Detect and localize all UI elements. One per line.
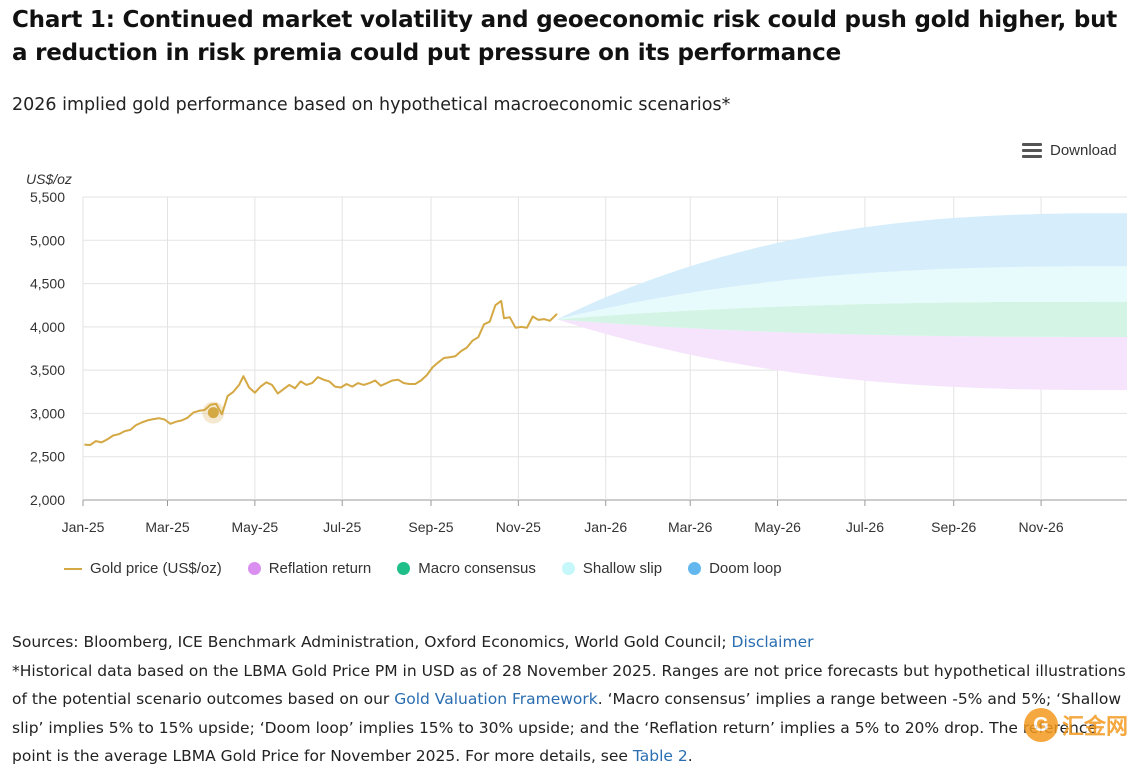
legend-label-shallow-slip: Shallow slip bbox=[582, 560, 663, 577]
legend-item-shallow-slip[interactable]: Shallow slip bbox=[561, 560, 663, 577]
y-axis: 2,000 2,500 3,000 3,500 4,000 4,500 5,000 5,500 bbox=[30, 189, 65, 508]
chart-subtitle: 2026 implied gold performance based on h… bbox=[12, 95, 731, 115]
note-text-1: *Historical data based on the LBMA Gold … bbox=[12, 661, 1126, 709]
x-tick-label: Sep-26 bbox=[931, 519, 976, 535]
point-markers bbox=[202, 401, 225, 424]
gold-valuation-framework-link[interactable]: Gold Valuation Framework bbox=[394, 690, 598, 708]
legend-item-reflation-return[interactable]: Reflation return bbox=[247, 560, 372, 577]
y-tick-label: 5,000 bbox=[30, 232, 65, 248]
x-tick-label: Jul-26 bbox=[846, 519, 884, 535]
y-tick-label: 2,500 bbox=[30, 449, 65, 465]
legend-item-gold-price[interactable]: Gold price (US$/oz) bbox=[64, 560, 222, 577]
y-tick-label: 3,000 bbox=[30, 405, 65, 421]
note-text-end: . bbox=[687, 747, 693, 765]
footnote: Sources: Bloomberg, ICE Benchmark Admini… bbox=[12, 628, 1140, 771]
x-tick-label: Jan-26 bbox=[584, 519, 627, 535]
x-axis: Jan-25 Mar-25 May-25 Jul-25 Sep-25 Nov-25 Jan-… bbox=[62, 500, 1064, 535]
chart-legend: Gold price (US$/oz) Reflation return Mac… bbox=[64, 560, 782, 577]
watermark: G 汇金网 bbox=[1024, 708, 1128, 742]
legend-item-macro-consensus[interactable]: Macro consensus bbox=[397, 560, 536, 577]
legend-label-macro-consensus: Macro consensus bbox=[418, 560, 536, 577]
x-tick-label: Jan-25 bbox=[62, 519, 105, 535]
legend-item-doom-loop[interactable]: Doom loop bbox=[688, 560, 782, 577]
legend-swatch-reflation-return bbox=[247, 562, 261, 575]
watermark-text: 汇金网 bbox=[1062, 715, 1129, 740]
y-axis-label: US$/oz bbox=[26, 171, 72, 187]
table-2-link[interactable]: Table 2 bbox=[632, 747, 688, 765]
x-tick-label: Mar-25 bbox=[145, 519, 190, 535]
legend-swatch-macro-consensus bbox=[397, 562, 411, 575]
download-button[interactable]: Download bbox=[1022, 142, 1117, 159]
legend-label-reflation-return: Reflation return bbox=[268, 560, 372, 577]
y-tick-label: 5,500 bbox=[30, 189, 65, 205]
series-lines bbox=[84, 299, 558, 446]
x-tick-label: Mar-26 bbox=[668, 519, 713, 535]
series-line-gold-price bbox=[84, 299, 558, 446]
legend-swatch-doom-loop bbox=[688, 562, 702, 575]
huijin-logo-icon: G bbox=[1024, 708, 1058, 742]
x-tick-label: May-26 bbox=[754, 519, 801, 535]
sources-line: Sources: Bloomberg, ICE Benchmark Admini… bbox=[12, 628, 1140, 657]
scenario-band-reflation-return bbox=[557, 319, 1127, 391]
x-tick-label: Nov-25 bbox=[496, 519, 541, 535]
y-tick-label: 3,500 bbox=[30, 362, 65, 378]
y-tick-label: 4,000 bbox=[30, 319, 65, 335]
legend-swatch-gold-price bbox=[64, 567, 82, 570]
note-paragraph: *Historical data based on the LBMA Gold … bbox=[12, 657, 1140, 771]
legend-label-gold-price: Gold price (US$/oz) bbox=[90, 560, 222, 577]
download-label: Download bbox=[1050, 142, 1117, 159]
note-text-2: . ‘Macro consensus’ implies a range betw… bbox=[12, 690, 1122, 765]
x-tick-label: Jul-25 bbox=[323, 519, 361, 535]
scenario-band-doom-loop bbox=[557, 213, 1127, 320]
y-tick-label: 4,500 bbox=[30, 276, 65, 292]
scenario-band-shallow-slip bbox=[557, 266, 1127, 320]
legend-label-doom-loop: Doom loop bbox=[709, 560, 782, 577]
chart-title: Chart 1: Continued market volatility and… bbox=[12, 7, 1118, 66]
gold-scenario-chart: 2,000 2,500 3,000 3,500 4,000 4,500 5,000 5,500… bbox=[26, 171, 1127, 535]
disclaimer-link[interactable]: Disclaimer bbox=[731, 633, 814, 651]
legend-swatch-shallow-slip bbox=[561, 562, 575, 575]
x-tick-label: Sep-25 bbox=[408, 519, 453, 535]
x-tick-label: May-25 bbox=[232, 519, 279, 535]
y-tick-label: 2,000 bbox=[30, 492, 65, 508]
scenario-band-macro-consensus bbox=[557, 301, 1127, 337]
scenario-bands bbox=[557, 213, 1127, 391]
x-tick-label: Nov-26 bbox=[1019, 519, 1064, 535]
hamburger-menu-icon bbox=[1022, 143, 1042, 158]
highlight-marker bbox=[207, 407, 219, 419]
sources-text: Sources: Bloomberg, ICE Benchmark Admini… bbox=[12, 633, 732, 651]
